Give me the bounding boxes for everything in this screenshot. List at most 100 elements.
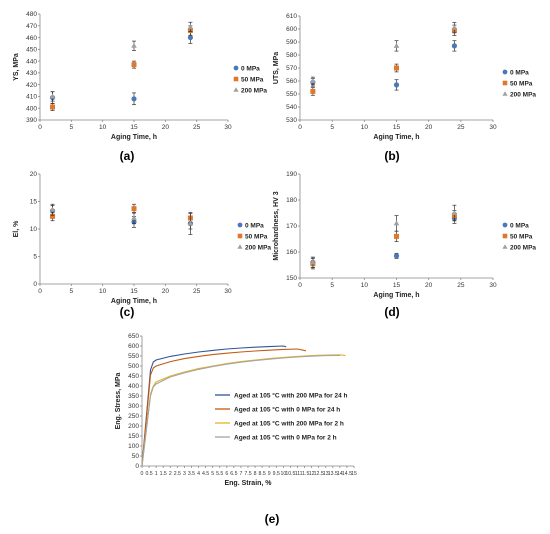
y-axis-label: Eng. Stress, MPa [115,372,122,429]
legend-entry: 0 MPa [502,222,529,229]
data-point [131,215,137,220]
data-point [131,96,137,102]
x-tick-label: 12 [309,471,315,477]
x-tick-label: 2.5 [174,471,181,477]
data-point [451,43,457,49]
x-tick-label: 5.5 [216,471,223,477]
x-tick-label: 15 [393,282,401,289]
y-tick-label: 160 [286,249,297,256]
y-tick-label: 400 [26,105,37,112]
x-axis-label: Aging Time, h [373,134,419,141]
data-point [451,210,458,215]
legend-label: 0 MPa [510,222,529,229]
y-tick-label: 300 [128,403,139,410]
y-tick-label: 15 [30,199,38,206]
data-point [187,34,193,41]
legend-label: 50 MPa [245,233,268,240]
x-tick-label: 30 [489,124,497,131]
legend-label: 200 MPa [241,87,267,94]
legend-entry: 200 MPa [502,91,536,98]
y-axis-label: YS, MPa [13,53,20,81]
x-tick-label: 15 [130,288,138,295]
legend-marker [237,233,243,239]
data-point [310,88,316,94]
x-tick-label: 6 [225,471,228,477]
y-tick-label: 50 [132,453,140,460]
series-200-mpa [49,21,194,102]
legend-label: 0 MPa [245,222,264,229]
y-tick-label: 470 [26,23,37,30]
x-tick-label: 0 [298,124,302,131]
x-tick-label: 10.5 [285,471,295,477]
series-line [141,345,287,467]
data-point [50,104,56,110]
x-tick-label: 0 [298,282,302,289]
y-tick-label: 550 [286,91,297,98]
x-tick-label: 25 [193,288,201,295]
series-line [141,348,307,467]
data-point [49,206,56,212]
x-tick-label: 30 [224,124,232,131]
series-0-mpa [49,31,193,106]
x-tick-label: 0.5 [145,471,152,477]
y-axis-label: El, % [13,220,20,238]
x-axis-label: Aging Time, h [373,292,419,299]
legend-marker [237,244,243,249]
panel-label: (e) [265,512,280,526]
x-tick-label: 15 [351,471,357,477]
y-tick-label: 390 [26,117,37,124]
x-tick-label: 15 [130,124,138,131]
legend-label: 0 MPa [241,65,260,72]
x-tick-label: 10 [99,124,107,131]
y-tick-label: 560 [286,78,297,85]
y-tick-label: 0 [33,281,37,288]
legend-marker [502,244,508,249]
x-tick-label: 25 [193,124,201,131]
series-200-mpa [310,204,458,268]
y-tick-label: 400 [128,383,139,390]
x-axis-label: Aging Time, h [111,134,157,141]
panel-label: (a) [120,149,135,163]
y-tick-label: 600 [128,343,139,350]
y-tick-label: 600 [286,26,297,33]
y-axis-label: UTS, MPa [273,52,280,84]
x-tick-label: 11 [295,471,300,477]
y-tick-label: 610 [286,13,297,20]
series-50-mpa [310,210,457,270]
legend-marker [502,69,508,75]
y-tick-label: 20 [30,171,38,178]
legend-marker [502,222,508,228]
data-point [131,62,137,68]
legend-marker [233,65,239,71]
data-point [49,93,56,99]
x-tick-label: 20 [162,288,170,295]
x-tick-label: 25 [457,124,465,131]
y-tick-label: 350 [128,393,139,400]
data-point [50,213,56,219]
legend-entry: 50 MPa [233,76,264,83]
x-tick-label: 15 [393,124,401,131]
x-tick-label: 8 [254,471,257,477]
x-tick-label: 13 [323,471,329,477]
y-tick-label: 480 [26,11,37,18]
chart-a: 390 400 410 420 430 440 450 460 470 480 0 5 10 15 20 25… [13,11,267,163]
data-point [187,220,194,226]
data-point [393,220,400,226]
legend-entry: Aged at 105 °C with 200 MPa for 24 h [215,391,348,399]
legend-label: Aged at 105 °C with 200 MPa for 2 h [234,419,344,427]
y-tick-label: 420 [26,82,37,89]
legend-entry: 50 MPa [237,233,268,240]
legend-label: 50 MPa [510,233,533,240]
series-line [141,354,346,467]
x-tick-label: 3.5 [188,471,195,477]
legend-entry: Aged at 105 °C with 200 MPa for 2 h [215,419,344,427]
x-tick-label: 0 [38,288,42,295]
panel-label: (d) [384,305,399,319]
y-tick-label: 580 [286,52,297,59]
y-tick-label: 410 [26,94,37,101]
series-50-mpa [50,203,193,223]
data-point [394,65,399,71]
series-50-mpa [50,25,193,111]
x-tick-label: 3 [183,471,186,477]
y-tick-label: 100 [128,443,139,450]
